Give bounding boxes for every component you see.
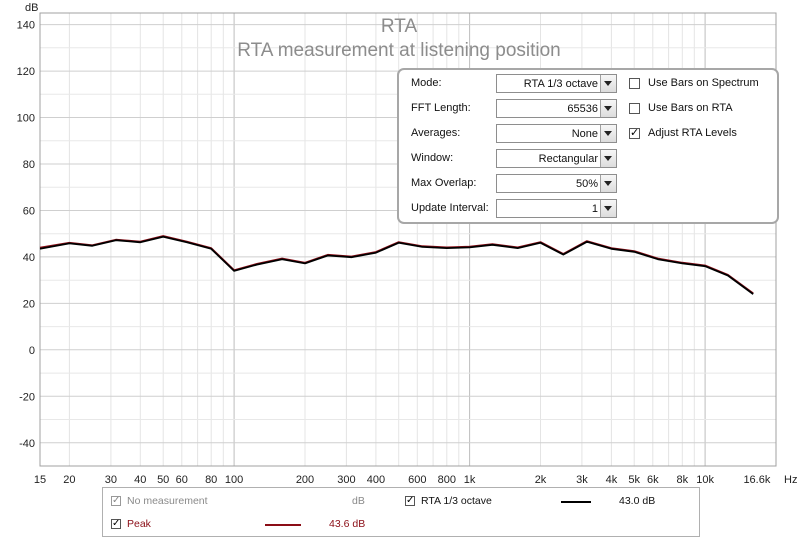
legend-value-peak: 43.6 dB: [329, 518, 366, 530]
x-tick-label: 100: [225, 474, 243, 486]
fft-length-select[interactable]: 65536: [496, 99, 617, 118]
x-tick-labels: 15 20 30 40 50 60 80 100 200 300 400 600 800 1k 2k 3k 4k…: [34, 474, 771, 486]
checkbox-box[interactable]: [629, 103, 640, 114]
adjust-rta-levels-label: Adjust RTA Levels: [648, 127, 737, 139]
x-tick-label: 8k: [676, 474, 688, 486]
window-label: Window:: [411, 152, 454, 164]
x-tick-label: 4k: [606, 474, 618, 486]
mode-row: Mode: RTA 1/3 octave: [407, 74, 622, 94]
update-interval-label: Update Interval:: [411, 202, 489, 214]
checkbox-box[interactable]: ✓: [405, 495, 415, 506]
x-tick-label: 5k: [628, 474, 640, 486]
averages-value: None: [571, 128, 598, 140]
y-tick-label: 20: [23, 298, 35, 310]
series-line-rta-1-3-octave: [39, 235, 754, 295]
y-tick-label: 140: [17, 20, 35, 32]
legend-label: RTA 1/3 octave: [421, 495, 492, 507]
checkbox-box[interactable]: ✓: [111, 518, 121, 529]
chevron-down-icon[interactable]: [600, 125, 616, 142]
x-tick-label: 16.6k: [743, 474, 770, 486]
legend-label: No measurement: [127, 495, 208, 507]
chevron-down-icon[interactable]: [600, 150, 616, 167]
legend-label: Peak: [127, 518, 151, 530]
update-interval-value: 1: [591, 203, 598, 215]
x-tick-label: 20: [63, 474, 75, 486]
y-tick-label: 40: [23, 252, 35, 264]
x-tick-label: 1k: [464, 474, 476, 486]
y-tick-labels: 140 120 100 80 60 40 20 0 -20 -40: [17, 20, 35, 450]
x-axis-unit: Hz: [784, 474, 797, 486]
x-tick-label: 50: [157, 474, 169, 486]
x-tick-label: 200: [296, 474, 314, 486]
averages-label: Averages:: [411, 127, 461, 139]
window-value: Rectangular: [538, 153, 598, 165]
mode-label: Mode:: [411, 77, 442, 89]
fft-length-row: FFT Length: 65536: [407, 99, 622, 119]
max-overlap-row: Max Overlap: 50%: [407, 174, 622, 194]
window-select[interactable]: Rectangular: [496, 149, 617, 168]
legend-value-no-measurement: dB: [352, 495, 365, 507]
x-tick-label: 2k: [535, 474, 547, 486]
legend-swatch-peak: [265, 524, 301, 526]
chevron-down-icon[interactable]: [600, 75, 616, 92]
x-tick-label: 30: [105, 474, 117, 486]
update-interval-row: Update Interval: 1: [407, 199, 622, 219]
legend: ✓ No measurement dB ✓ RTA 1/3 octave 43.…: [102, 487, 700, 537]
max-overlap-label: Max Overlap:: [411, 177, 477, 189]
use-bars-on-spectrum-label: Use Bars on Spectrum: [648, 77, 759, 89]
x-tick-label: 400: [367, 474, 385, 486]
chevron-down-icon[interactable]: [600, 175, 616, 192]
mode-value: RTA 1/3 octave: [523, 78, 598, 90]
update-interval-select[interactable]: 1: [496, 199, 617, 218]
chart-title: RTA: [381, 16, 418, 37]
averages-select[interactable]: None: [496, 124, 617, 143]
x-tick-label: 80: [205, 474, 217, 486]
y-axis-label: dB: [25, 2, 38, 14]
checkbox-box[interactable]: [629, 78, 640, 89]
mode-select[interactable]: RTA 1/3 octave: [496, 74, 617, 93]
chart-subtitle: RTA measurement at listening position: [237, 40, 561, 61]
legend-swatch-rta: [561, 501, 591, 503]
series-lines: [39, 235, 754, 295]
chevron-down-icon[interactable]: [600, 200, 616, 217]
x-tick-label: 3k: [576, 474, 588, 486]
y-tick-label: 0: [29, 345, 35, 357]
y-tick-label: -40: [19, 438, 35, 450]
x-tick-label: 40: [134, 474, 146, 486]
x-tick-label: 800: [438, 474, 456, 486]
x-tick-label: 600: [408, 474, 426, 486]
y-tick-label: 60: [23, 206, 35, 218]
fft-length-label: FFT Length:: [411, 102, 471, 114]
y-tick-label: -20: [19, 391, 35, 403]
grid-minor: [40, 13, 776, 467]
x-tick-label: 60: [176, 474, 188, 486]
fft-length-value: 65536: [567, 103, 598, 115]
averages-row: Averages: None: [407, 124, 622, 144]
y-tick-label: 80: [23, 159, 35, 171]
legend-value-rta: 43.0 dB: [619, 495, 656, 507]
y-tick-label: 120: [17, 66, 35, 78]
rta-controls-panel: Mode: RTA 1/3 octave FFT Length: 65536 A…: [397, 68, 779, 224]
x-tick-label: 300: [337, 474, 355, 486]
window-row: Window: Rectangular: [407, 149, 622, 169]
use-bars-on-rta-label: Use Bars on RTA: [648, 102, 733, 114]
x-tick-label: 10k: [696, 474, 714, 486]
x-tick-label: 15: [34, 474, 46, 486]
max-overlap-value: 50%: [575, 178, 598, 190]
chevron-down-icon[interactable]: [600, 100, 616, 117]
checkbox-box[interactable]: ✓: [111, 495, 121, 506]
checkbox-box[interactable]: ✓: [629, 127, 640, 139]
y-tick-label: 100: [17, 113, 35, 125]
x-tick-label: 6k: [647, 474, 659, 486]
max-overlap-select[interactable]: 50%: [496, 174, 617, 193]
plot-frame: [39, 12, 777, 467]
